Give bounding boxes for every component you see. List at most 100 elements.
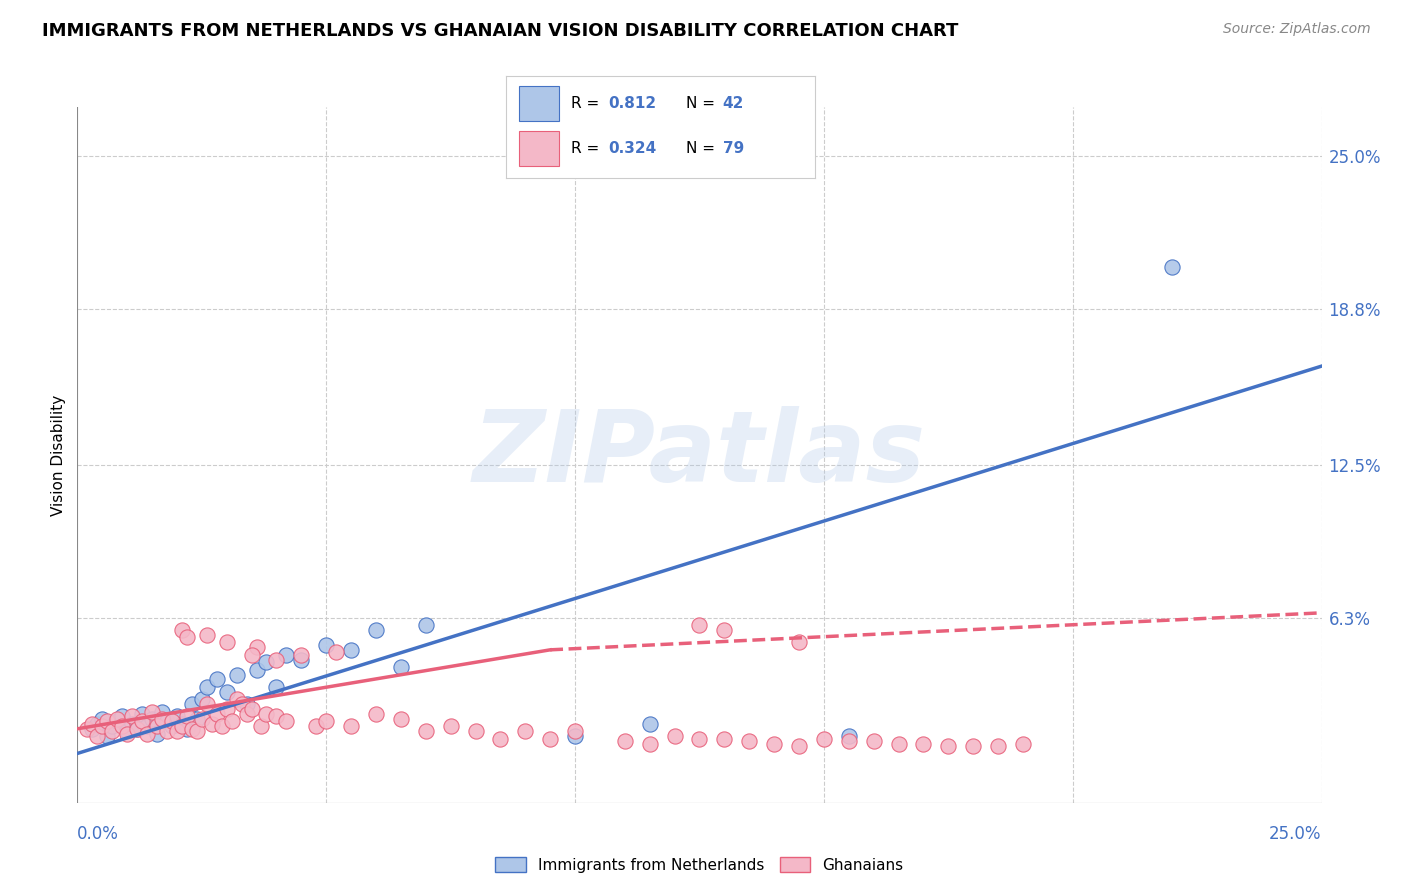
Point <box>225 692 247 706</box>
Point <box>136 727 159 741</box>
Point <box>121 709 143 723</box>
Point <box>176 709 198 723</box>
Point <box>838 729 860 743</box>
Point <box>515 724 537 739</box>
Point <box>195 628 218 642</box>
Text: IMMIGRANTS FROM NETHERLANDS VS GHANAIAN VISION DISABILITY CORRELATION CHART: IMMIGRANTS FROM NETHERLANDS VS GHANAIAN … <box>42 22 959 40</box>
Point <box>564 724 586 739</box>
Point <box>201 716 224 731</box>
Point <box>738 734 761 748</box>
Point <box>180 722 202 736</box>
Point <box>195 697 218 711</box>
Point <box>315 638 337 652</box>
Point <box>191 712 214 726</box>
Point <box>121 716 143 731</box>
Point <box>131 714 153 729</box>
Point <box>787 739 810 753</box>
Point <box>787 635 810 649</box>
Point <box>415 724 437 739</box>
Point <box>96 729 118 743</box>
Point <box>763 737 786 751</box>
Point <box>340 643 363 657</box>
FancyBboxPatch shape <box>519 131 558 166</box>
Point <box>887 737 910 751</box>
Text: 42: 42 <box>723 96 744 111</box>
Point <box>146 727 169 741</box>
Point <box>215 685 238 699</box>
FancyBboxPatch shape <box>519 87 558 121</box>
Point <box>82 722 104 736</box>
Point <box>813 731 835 746</box>
Point <box>290 648 312 662</box>
Point <box>1012 737 1035 751</box>
Point <box>235 697 257 711</box>
Text: 0.324: 0.324 <box>609 141 657 156</box>
Point <box>389 660 412 674</box>
Point <box>256 655 278 669</box>
Text: N =: N = <box>686 96 720 111</box>
Point <box>713 623 735 637</box>
Point <box>195 680 218 694</box>
Point <box>86 716 108 731</box>
Point <box>340 719 363 733</box>
Point <box>170 623 193 637</box>
Point <box>91 712 114 726</box>
Point <box>91 719 114 733</box>
Point <box>150 705 173 719</box>
Point <box>240 702 263 716</box>
Point <box>256 706 278 721</box>
Point <box>115 724 138 739</box>
Point <box>166 724 188 739</box>
Point <box>156 714 179 729</box>
Point <box>638 737 661 751</box>
Point <box>111 719 134 733</box>
Legend: Immigrants from Netherlands, Ghanaians: Immigrants from Netherlands, Ghanaians <box>489 850 910 879</box>
Point <box>364 623 387 637</box>
Point <box>464 724 486 739</box>
Point <box>613 734 636 748</box>
Point <box>86 729 108 743</box>
Point <box>215 635 238 649</box>
Point <box>266 680 288 694</box>
Text: ZIPatlas: ZIPatlas <box>472 407 927 503</box>
Point <box>290 653 312 667</box>
Point <box>101 719 124 733</box>
Point <box>221 714 243 729</box>
Text: R =: R = <box>571 96 605 111</box>
Y-axis label: Vision Disability: Vision Disability <box>51 394 66 516</box>
Point <box>315 714 337 729</box>
Point <box>146 719 169 733</box>
Point <box>141 705 163 719</box>
Point <box>938 739 960 753</box>
Point <box>838 734 860 748</box>
Point <box>325 645 347 659</box>
Point <box>76 722 98 736</box>
Point <box>364 706 387 721</box>
Point <box>166 709 188 723</box>
Point <box>176 631 198 645</box>
Point <box>489 731 512 746</box>
Point <box>862 734 884 748</box>
Point <box>638 716 661 731</box>
Point <box>170 719 193 733</box>
Point <box>141 712 163 726</box>
Text: Source: ZipAtlas.com: Source: ZipAtlas.com <box>1223 22 1371 37</box>
Point <box>186 712 208 726</box>
Point <box>136 719 159 733</box>
Text: 79: 79 <box>723 141 744 156</box>
Point <box>276 648 298 662</box>
Point <box>305 719 328 733</box>
Point <box>111 709 134 723</box>
Point <box>225 667 247 681</box>
Point <box>231 697 253 711</box>
Point <box>211 719 233 733</box>
Point <box>664 729 686 743</box>
Text: 0.0%: 0.0% <box>77 825 120 843</box>
Point <box>150 712 173 726</box>
Point <box>689 618 711 632</box>
Point <box>205 673 228 687</box>
Text: N =: N = <box>686 141 720 156</box>
Point <box>101 724 124 739</box>
Point <box>962 739 984 753</box>
Point <box>96 714 118 729</box>
